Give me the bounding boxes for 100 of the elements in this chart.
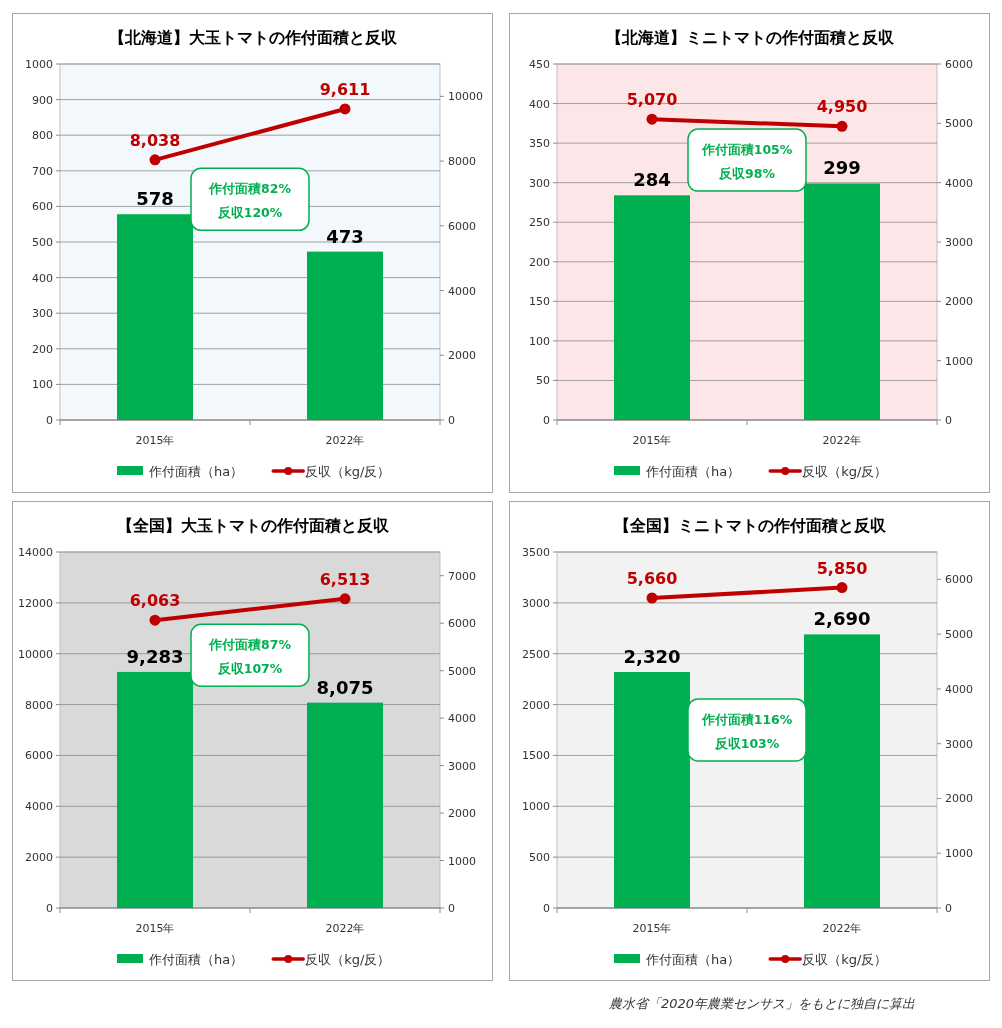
y-tick-label: 8000 [25,698,53,712]
y2-tick-label: 0 [448,414,455,427]
y2-tick-label: 7000 [448,569,476,583]
y2-tick-label: 0 [448,902,455,915]
y-tick-label: 100 [529,334,550,348]
y-tick-label: 1000 [25,58,53,71]
annotation: 反収98% [718,166,776,182]
data-label: 6,513 [319,569,371,589]
data-label: 9,611 [319,79,371,99]
y-tick-label: 3500 [522,546,550,559]
y-tick-label: 600 [32,200,53,214]
legend-label: 反収（kg/反） [802,464,888,479]
x-tick-label: 2022年 [325,434,365,447]
y-tick-label: 150 [529,295,550,309]
legend-label: 反収（kg/反） [305,952,391,967]
data-label: 6,063 [129,591,181,611]
y-tick-label: 700 [32,164,53,178]
data-label: 5,070 [626,90,678,110]
data-label: 473 [326,225,364,247]
y2-tick-label: 4000 [945,682,973,696]
y-tick-label: 14000 [18,546,53,559]
y-tick-label: 450 [529,58,550,71]
x-tick-label: 2015年 [632,922,672,935]
y-tick-label: 500 [32,236,53,249]
data-label: 5,660 [626,569,678,589]
chart-title: 【全国】ミニトマトの作付面積と反収 [613,516,887,535]
y2-tick-label: 0 [945,414,952,427]
chart-title: 【北海道】ミニトマトの作付面積と反収 [605,28,895,47]
data-label: 2,320 [623,646,681,668]
y2-tick-label: 3000 [448,759,476,773]
annotation: 反収107% [216,661,283,677]
y-tick-label: 250 [529,216,550,230]
data-label: 9,283 [126,645,184,667]
y2-tick-label: 2000 [945,295,973,309]
x-tick-label: 2022年 [822,922,862,935]
annotation: 作付面積116% [700,712,793,727]
annotation: 反収120% [216,205,283,221]
y2-tick-label: 6000 [448,617,476,631]
y-tick-label: 2000 [25,851,53,865]
y-tick-label: 200 [529,255,550,269]
y-tick-label: 0 [543,902,550,915]
legend-label: 作付面積（ha） [645,952,741,967]
y-tick-label: 800 [32,129,53,143]
x-tick-label: 2022年 [822,434,862,447]
y2-tick-label: 4000 [448,284,476,298]
y-tick-label: 10000 [18,647,53,661]
y-tick-label: 400 [32,271,53,285]
y2-tick-label: 5000 [945,117,973,131]
y-tick-label: 2500 [522,647,550,661]
y-tick-label: 0 [543,414,550,427]
legend-label: 反収（kg/反） [305,464,391,479]
y-tick-label: 0 [46,902,53,915]
x-tick-label: 2015年 [135,922,175,935]
y2-tick-label: 0 [945,902,952,915]
x-tick-label: 2015年 [135,434,175,447]
y2-tick-label: 3000 [945,737,973,751]
y-tick-label: 400 [529,97,550,111]
y2-tick-label: 1000 [945,847,973,861]
y2-tick-label: 2000 [448,807,476,821]
y-tick-label: 1500 [522,749,550,763]
legend-label: 反収（kg/反） [802,952,888,967]
y2-tick-label: 2000 [945,792,973,806]
y-tick-label: 200 [32,342,53,356]
y-tick-label: 350 [529,137,550,151]
y-tick-label: 4000 [25,800,53,814]
y2-tick-label: 5000 [448,664,476,678]
y-tick-label: 50 [536,374,550,388]
y-tick-label: 100 [32,378,53,392]
data-label: 4,950 [816,97,868,117]
y2-tick-label: 6000 [945,573,973,587]
y-tick-label: 12000 [18,596,53,610]
y-tick-label: 300 [529,176,550,190]
annotation: 作付面積105% [700,142,793,158]
data-label: 2,690 [813,608,871,630]
y2-tick-label: 10000 [448,90,483,104]
y-tick-label: 2000 [522,698,550,712]
x-tick-label: 2015年 [632,434,672,447]
data-label: 299 [823,157,861,179]
y2-tick-label: 4000 [945,176,973,190]
legend-label: 作付面積（ha） [148,464,244,479]
legend-label: 作付面積（ha） [148,952,244,967]
y2-tick-label: 6000 [448,219,476,233]
y2-tick-label: 4000 [448,712,476,726]
y-tick-label: 300 [32,307,53,321]
y2-tick-label: 6000 [945,58,973,71]
data-label: 5,850 [816,558,868,578]
y2-tick-label: 1000 [945,354,973,368]
y2-tick-label: 2000 [448,349,476,363]
x-tick-label: 2022年 [325,922,365,935]
annotation: 作付面積82% [208,181,292,197]
data-label: 284 [633,169,671,191]
text: 農水省「2020年農業センサス」をもとに独自に算出 [608,996,915,1011]
y-tick-label: 0 [46,414,53,427]
legend-label: 作付面積（ha） [645,464,741,479]
y2-tick-label: 8000 [448,155,476,169]
y2-tick-label: 1000 [448,854,476,868]
y-tick-label: 1000 [522,800,550,814]
annotation: 反収103% [713,736,780,751]
data-label: 8,075 [316,676,374,698]
y2-tick-label: 5000 [945,628,973,642]
